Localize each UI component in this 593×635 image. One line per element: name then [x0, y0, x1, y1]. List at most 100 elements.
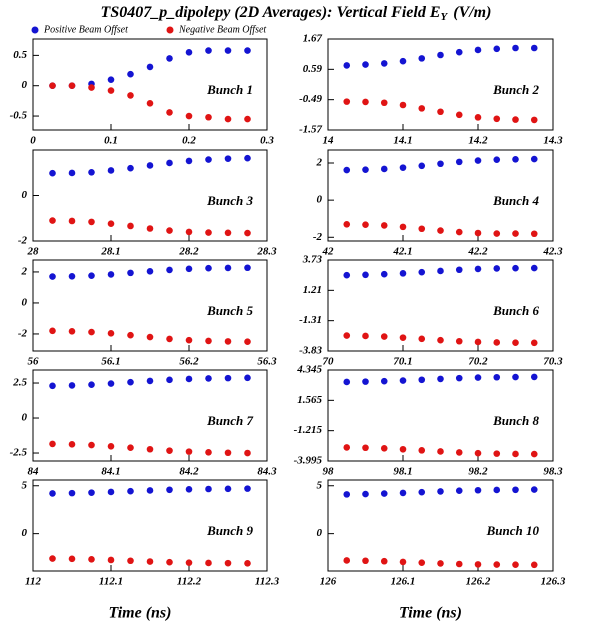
data-point [418, 55, 426, 62]
data-point [437, 488, 444, 495]
x-tick-label: 84.3 [257, 466, 277, 478]
data-point [107, 488, 115, 496]
data-point [380, 165, 388, 173]
annotation: Bunch 7 [206, 413, 253, 428]
data-point [380, 444, 388, 452]
y-tick-label: 0.59 [303, 63, 323, 75]
data-point [418, 105, 426, 112]
x-tick-label: 42 [322, 246, 335, 258]
data-point [224, 374, 232, 382]
data-point [512, 116, 519, 123]
x-tick-label: 0 [30, 135, 36, 147]
data-point [399, 164, 407, 171]
data-point [362, 98, 369, 106]
data-point [474, 114, 482, 121]
data-point [474, 561, 482, 568]
y-tick-label: -2 [313, 231, 323, 243]
x-tick-label: 98 [323, 466, 335, 478]
data-point [185, 448, 193, 455]
y-tick-label: 5 [22, 479, 28, 491]
x-tick-label: 126.1 [391, 576, 416, 588]
title-text: TS0407_p_dipolepy (2D Averages): Vertica… [101, 4, 441, 21]
data-point [244, 229, 251, 237]
data-point [166, 109, 173, 116]
data-point [107, 167, 115, 174]
annotation: Bunch 6 [492, 303, 539, 318]
data-point [343, 271, 351, 279]
data-point [185, 485, 193, 493]
data-point [493, 486, 501, 494]
data-point [107, 271, 115, 278]
data-point [205, 485, 212, 493]
data-point [455, 158, 463, 166]
data-point [107, 330, 115, 337]
data-point [418, 447, 426, 454]
data-point [127, 331, 134, 339]
data-point [185, 336, 193, 344]
data-point [493, 115, 501, 123]
x-tick-label: 70.2 [468, 356, 488, 368]
y-tick-label: -0.49 [299, 93, 322, 105]
data-point [343, 220, 351, 228]
data-point [530, 339, 538, 347]
data-point [493, 373, 501, 381]
data-point [380, 333, 388, 340]
data-point [49, 217, 56, 224]
y-tick-label: 0 [317, 194, 323, 206]
data-point [399, 445, 407, 453]
x-tick-label: 126.2 [466, 576, 491, 588]
data-point [455, 449, 463, 456]
figure-title: TS0407_p_dipolepy (2D Averages): Vertica… [101, 4, 492, 23]
data-point [49, 555, 56, 562]
data-point [205, 47, 212, 54]
x-tick-label: 42.3 [542, 246, 563, 258]
data-point [455, 111, 463, 119]
data-point [166, 447, 173, 454]
data-point [244, 338, 251, 345]
data-point [146, 63, 154, 71]
data-point [224, 115, 232, 123]
data-point [88, 556, 95, 563]
data-point [68, 82, 76, 90]
x-tick-label: 14.2 [468, 135, 488, 147]
x-tick-label: 112.1 [99, 576, 123, 588]
data-point [146, 558, 154, 565]
x-tick-label: 14 [323, 135, 335, 147]
data-point [68, 328, 76, 335]
data-point [88, 84, 95, 91]
plot-frame [327, 369, 554, 462]
x-tick-label: 112.2 [177, 576, 202, 588]
data-point [244, 115, 251, 123]
data-point [530, 44, 538, 52]
data-point [362, 378, 369, 385]
data-point [49, 82, 56, 90]
data-point [474, 157, 482, 164]
data-point [205, 113, 212, 121]
data-point [455, 487, 463, 495]
data-point [127, 269, 134, 277]
data-point [380, 99, 388, 107]
data-point [224, 338, 232, 345]
data-point [166, 55, 173, 62]
data-point [224, 449, 232, 457]
y-tick-label: 1.67 [303, 33, 323, 45]
data-point [437, 160, 444, 168]
data-point [127, 557, 134, 565]
data-point [530, 373, 538, 381]
data-point [205, 229, 212, 236]
annotation: Bunch 4 [492, 193, 539, 208]
x-tick-label: 112.3 [255, 576, 280, 588]
data-point [127, 92, 134, 99]
x-tick-label: 42.2 [467, 246, 488, 258]
data-point [205, 337, 212, 345]
y-tick-label: -0.5 [10, 110, 28, 122]
data-point [455, 560, 463, 568]
data-point [512, 44, 519, 52]
x-tick-label: 56.2 [179, 356, 199, 368]
data-point [88, 328, 95, 336]
data-point [88, 218, 95, 226]
data-point [380, 557, 388, 565]
data-point [68, 489, 76, 497]
y-tick-label: 0 [22, 296, 28, 308]
